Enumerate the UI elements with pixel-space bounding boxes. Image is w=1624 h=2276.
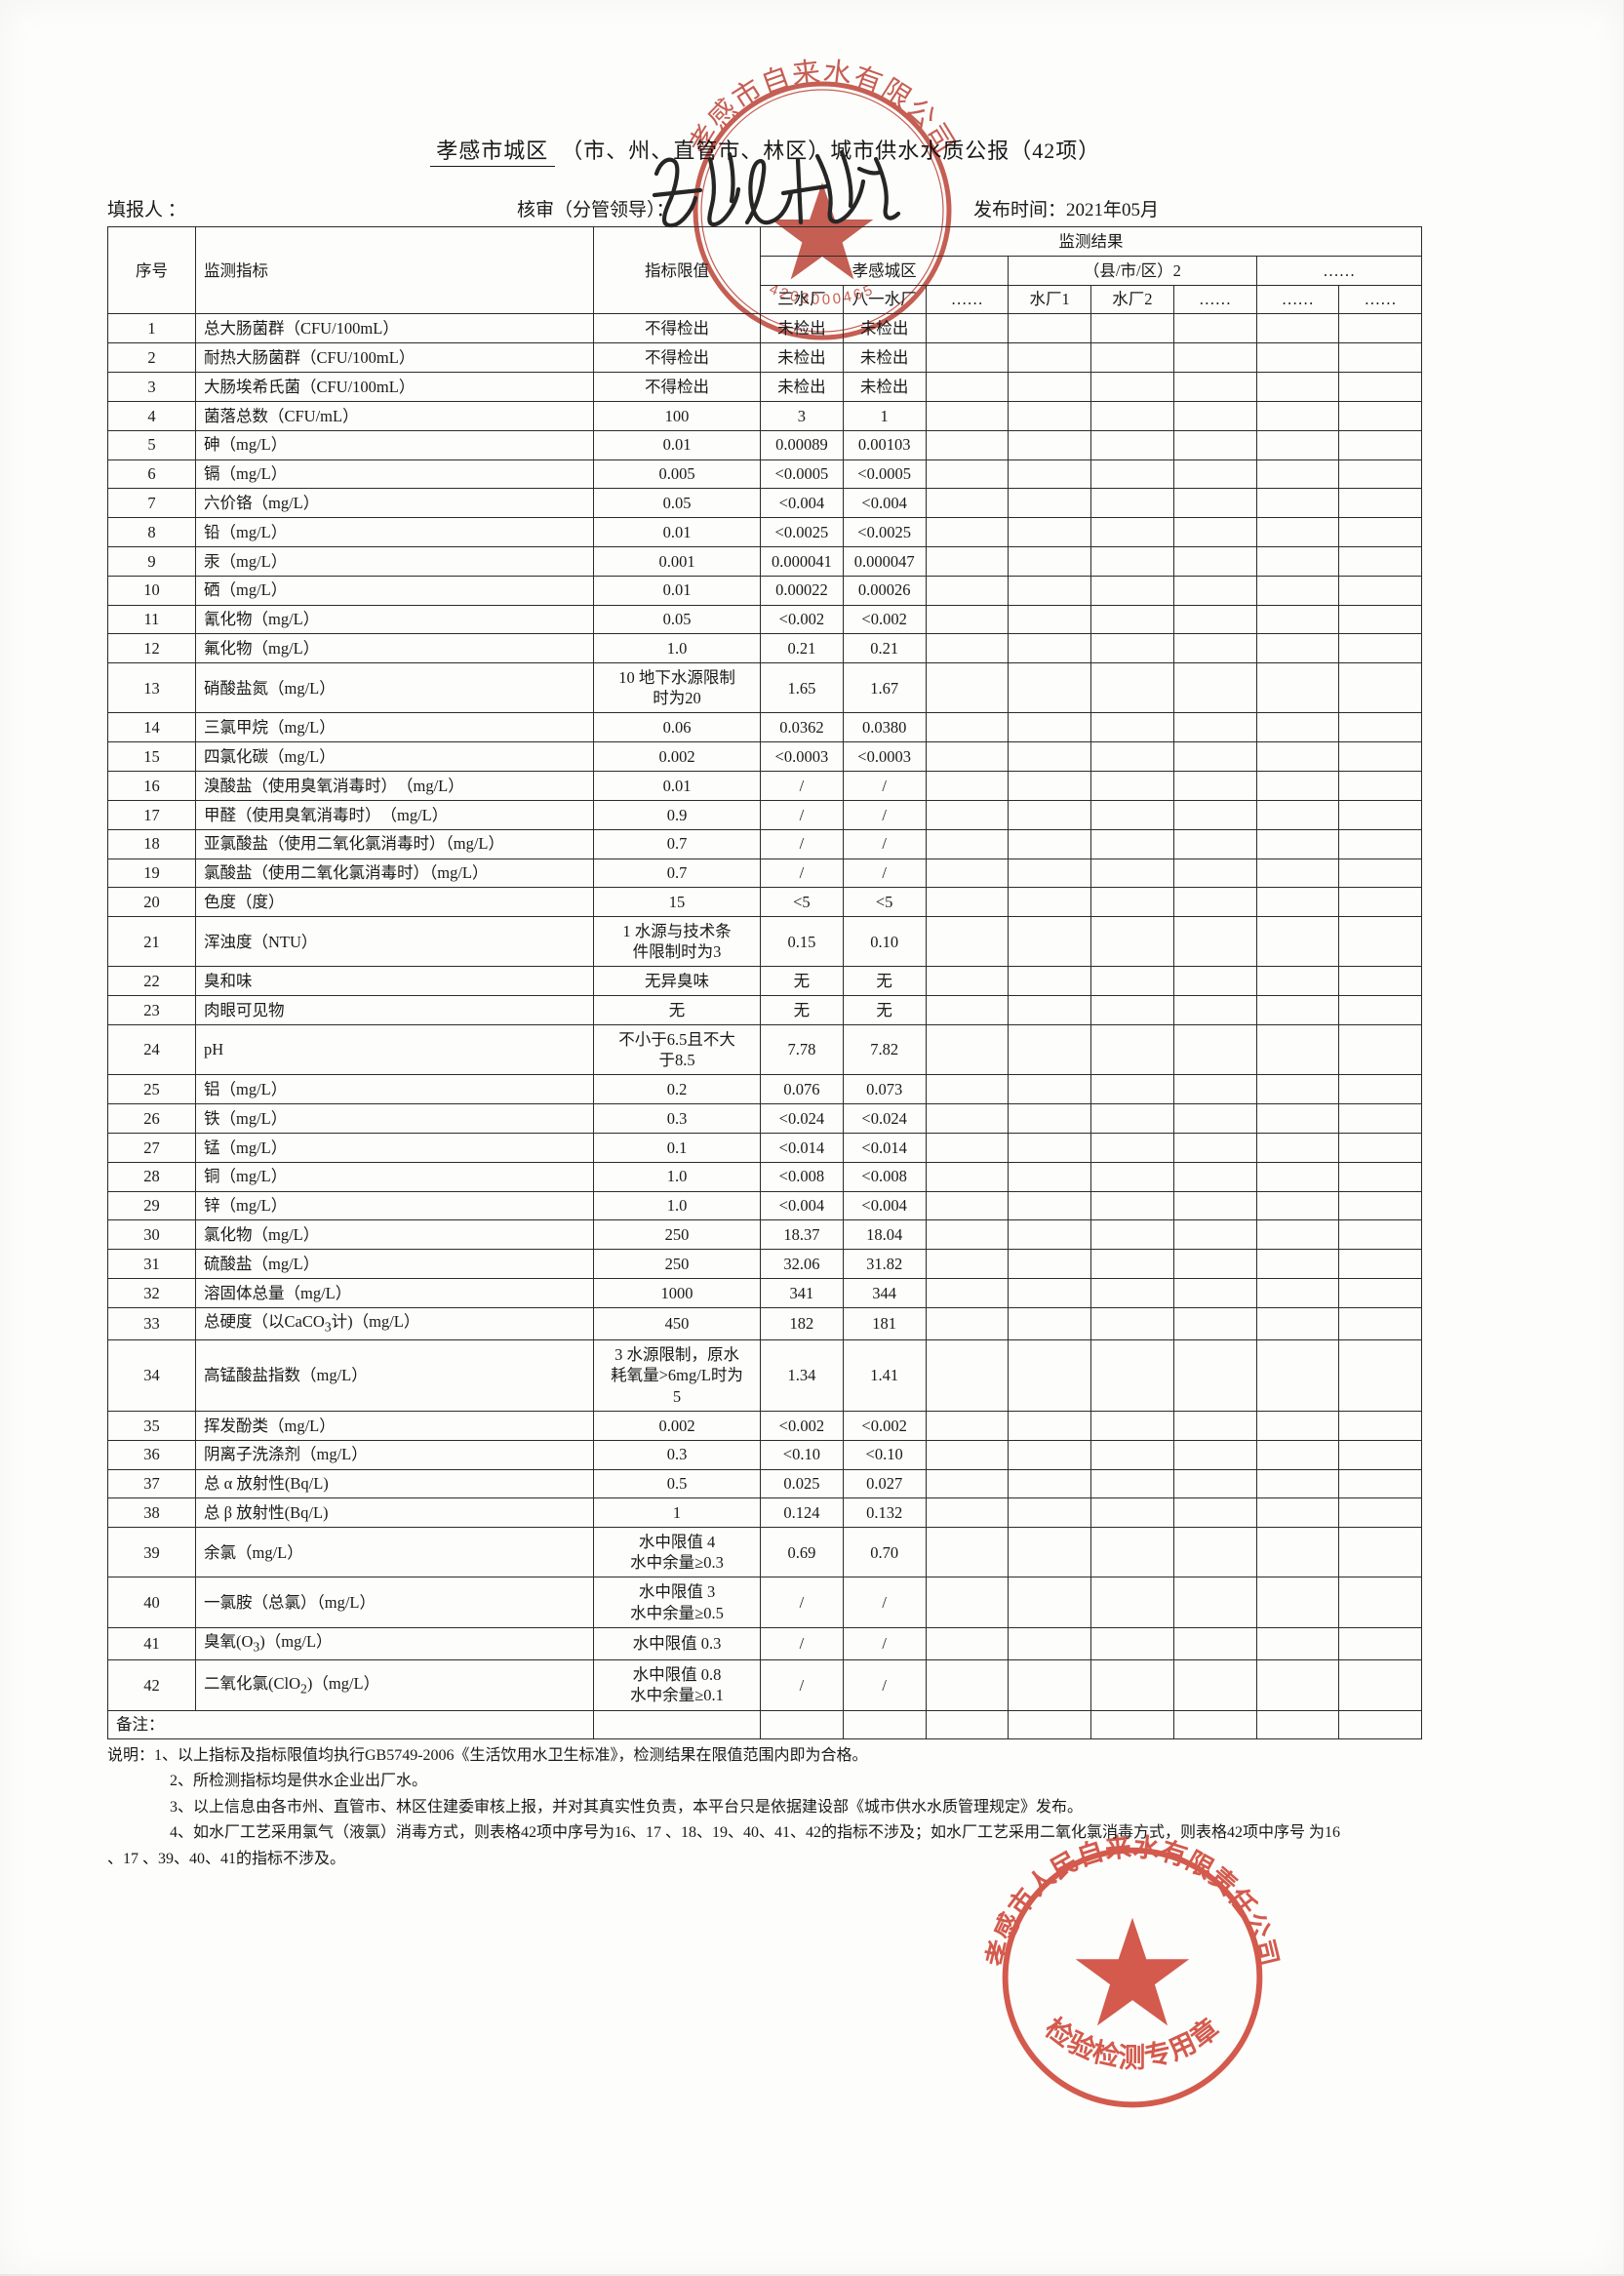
svg-text:检验检测专用章: 检验检测专用章 bbox=[1040, 2013, 1225, 2073]
